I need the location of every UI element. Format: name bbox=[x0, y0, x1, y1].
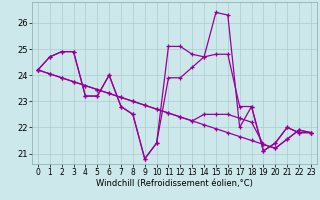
X-axis label: Windchill (Refroidissement éolien,°C): Windchill (Refroidissement éolien,°C) bbox=[96, 179, 253, 188]
